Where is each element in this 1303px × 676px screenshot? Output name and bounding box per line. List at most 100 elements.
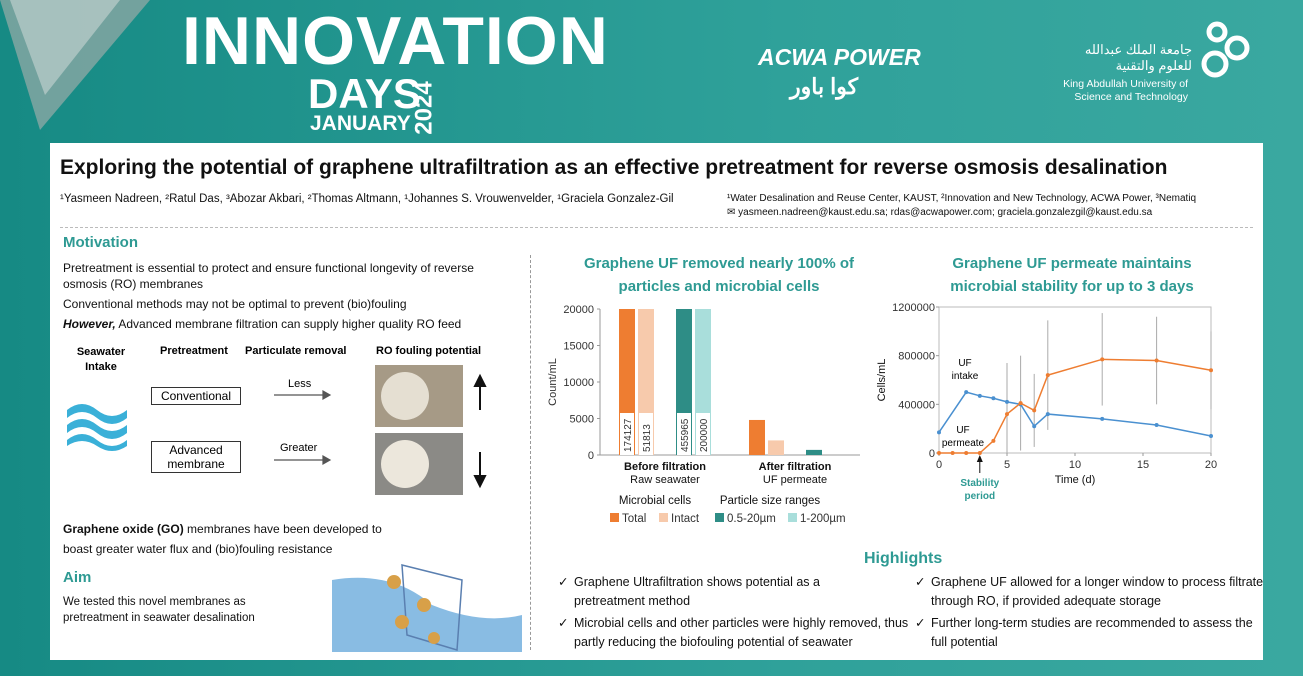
bar	[768, 440, 784, 455]
value-label-bg	[696, 413, 710, 455]
value-label: 51813	[642, 424, 653, 452]
point	[1045, 373, 1050, 378]
annotation: Stability period	[960, 478, 1000, 502]
partner-logo-arabic: كوا باور	[790, 74, 859, 99]
point	[1209, 433, 1213, 438]
diagram-header: Pretreatment	[160, 345, 228, 357]
membrane-graphic	[332, 564, 522, 652]
emails-text: yasmeen.nadreen@kaust.edu.sa; rdas@acwap…	[738, 207, 1153, 218]
x-axis-label: Time (d)	[1055, 474, 1096, 486]
point	[1032, 424, 1037, 429]
line-chart: 0 400000 800000 1200000 0 5 10 15 20 Time (d) Cell…	[876, 302, 1217, 486]
legend-swatch	[610, 513, 619, 522]
x-tick-label: 0	[936, 459, 942, 471]
x-tick-label: 20	[1205, 459, 1217, 471]
bar	[806, 449, 822, 455]
title: Exploring the potential of graphene ultr…	[60, 156, 1168, 179]
pretreatment-box: Advanced membrane	[151, 441, 241, 473]
wave-icon	[67, 404, 127, 451]
series-label: UF intake	[951, 358, 979, 382]
diagram-header: RO fouling potential	[376, 345, 482, 357]
legend-label: 0.5-20µm	[727, 513, 776, 525]
annotation-arrowhead	[976, 455, 983, 462]
university-logo	[1201, 21, 1250, 78]
point	[950, 451, 955, 455]
aim-heading: Aim	[63, 569, 92, 586]
divider	[530, 255, 531, 650]
point	[937, 430, 941, 435]
aim-text: We tested this novel membranes as pretre…	[63, 596, 255, 624]
x-tick-label: Before filtration	[624, 461, 706, 473]
highlights-heading: Highlights	[864, 550, 943, 567]
point	[1005, 412, 1009, 417]
value-label-bg	[639, 413, 653, 455]
point	[991, 438, 996, 443]
y-tick-label: 5000	[570, 414, 594, 426]
point	[977, 451, 982, 455]
point	[1045, 412, 1050, 417]
divider	[60, 227, 1253, 228]
y-tick-label: 0	[929, 448, 935, 460]
point	[1100, 416, 1105, 421]
chart-title: Graphene UF permeate maintains microbial…	[950, 255, 1194, 295]
point	[964, 451, 969, 455]
diagram-header: Seawater Intake	[76, 346, 126, 373]
removal-label: Less	[288, 378, 312, 390]
y-tick-label: 400000	[898, 399, 935, 411]
authors: ¹Yasmeen Nadreen, ²Ratul Das, ³Abozar Ak…	[60, 193, 674, 205]
go-emphasis: Graphene oxide (GO)	[63, 522, 184, 536]
y-tick-label: 15000	[563, 341, 594, 353]
highlight: Graphene Ultrafiltration shows potential…	[558, 573, 874, 611]
series-label: UF permeate	[941, 425, 985, 449]
y-tick-label: 800000	[898, 351, 935, 363]
chart-title: Graphene UF removed nearly 100% of parti…	[583, 255, 855, 295]
partner-logo: ACWA POWER	[758, 44, 921, 70]
y-axis-label: Count/mL	[547, 358, 559, 406]
point	[1154, 358, 1159, 363]
legend-title: Particle size ranges	[720, 495, 821, 507]
value-label: 455965	[680, 418, 691, 452]
x-tick-label: After filtration	[759, 461, 832, 473]
emails: ✉ yasmeen.nadreen@kaust.edu.sa; rdas@acw…	[727, 205, 1152, 221]
diagram-graphics	[274, 365, 487, 495]
highlight: Further long-term studies are recommende…	[915, 614, 1266, 652]
legend-swatch	[788, 513, 797, 522]
university: King Abdullah University of Science and …	[1063, 78, 1188, 103]
motivation-text: Advanced membrane filtration can supply …	[115, 317, 462, 331]
emphasis: However,	[63, 317, 116, 331]
value-label-bg	[620, 413, 634, 455]
x-tick-label: 15	[1137, 459, 1149, 471]
email-icon: ✉	[727, 207, 739, 218]
event-year: 2024	[410, 81, 438, 135]
motivation-point: However, Advanced membrane filtration ca…	[63, 316, 513, 332]
university-arabic: جامعة الملك عبدالله للعلوم والتقنية	[1084, 42, 1192, 73]
legend-label: Total	[622, 513, 646, 525]
point	[977, 393, 982, 398]
highlight: Microbial cells and other particles were…	[558, 614, 919, 652]
go-statement: Graphene oxide (GO) membranes have been …	[63, 519, 393, 559]
point	[1032, 408, 1037, 413]
legend-label: 1-200µm	[800, 513, 846, 525]
y-tick-label: 10000	[563, 377, 594, 389]
event-name: INNOVATION	[182, 3, 609, 79]
highlight: Graphene UF allowed for a longer window …	[915, 573, 1266, 611]
series-line	[939, 358, 1212, 454]
point	[1209, 368, 1213, 373]
affiliations: ¹Water Desalination and Reuse Center, KA…	[727, 193, 1197, 204]
y-tick-label: 0	[588, 450, 594, 462]
go-text: membranes have been developed to boast g…	[63, 522, 382, 556]
motivation-point: Conventional methods may not be optimal …	[63, 297, 407, 311]
value-label: 200000	[699, 418, 710, 452]
pretreatment-box: Conventional	[151, 387, 241, 405]
x-tick-sublabel: UF permeate	[763, 474, 827, 486]
point	[991, 396, 996, 401]
x-tick-sublabel: Raw seawater	[630, 474, 700, 486]
point	[1154, 423, 1159, 428]
legend-swatch	[715, 513, 724, 522]
bar-chart: 0 5000 10000 15000 20000 Count/mL Before filtr…	[547, 304, 860, 525]
point	[937, 451, 941, 455]
y-tick-label: 1200000	[892, 302, 935, 314]
legend-title: Microbial cells	[619, 495, 691, 507]
event-month: JANUARY	[310, 112, 411, 135]
